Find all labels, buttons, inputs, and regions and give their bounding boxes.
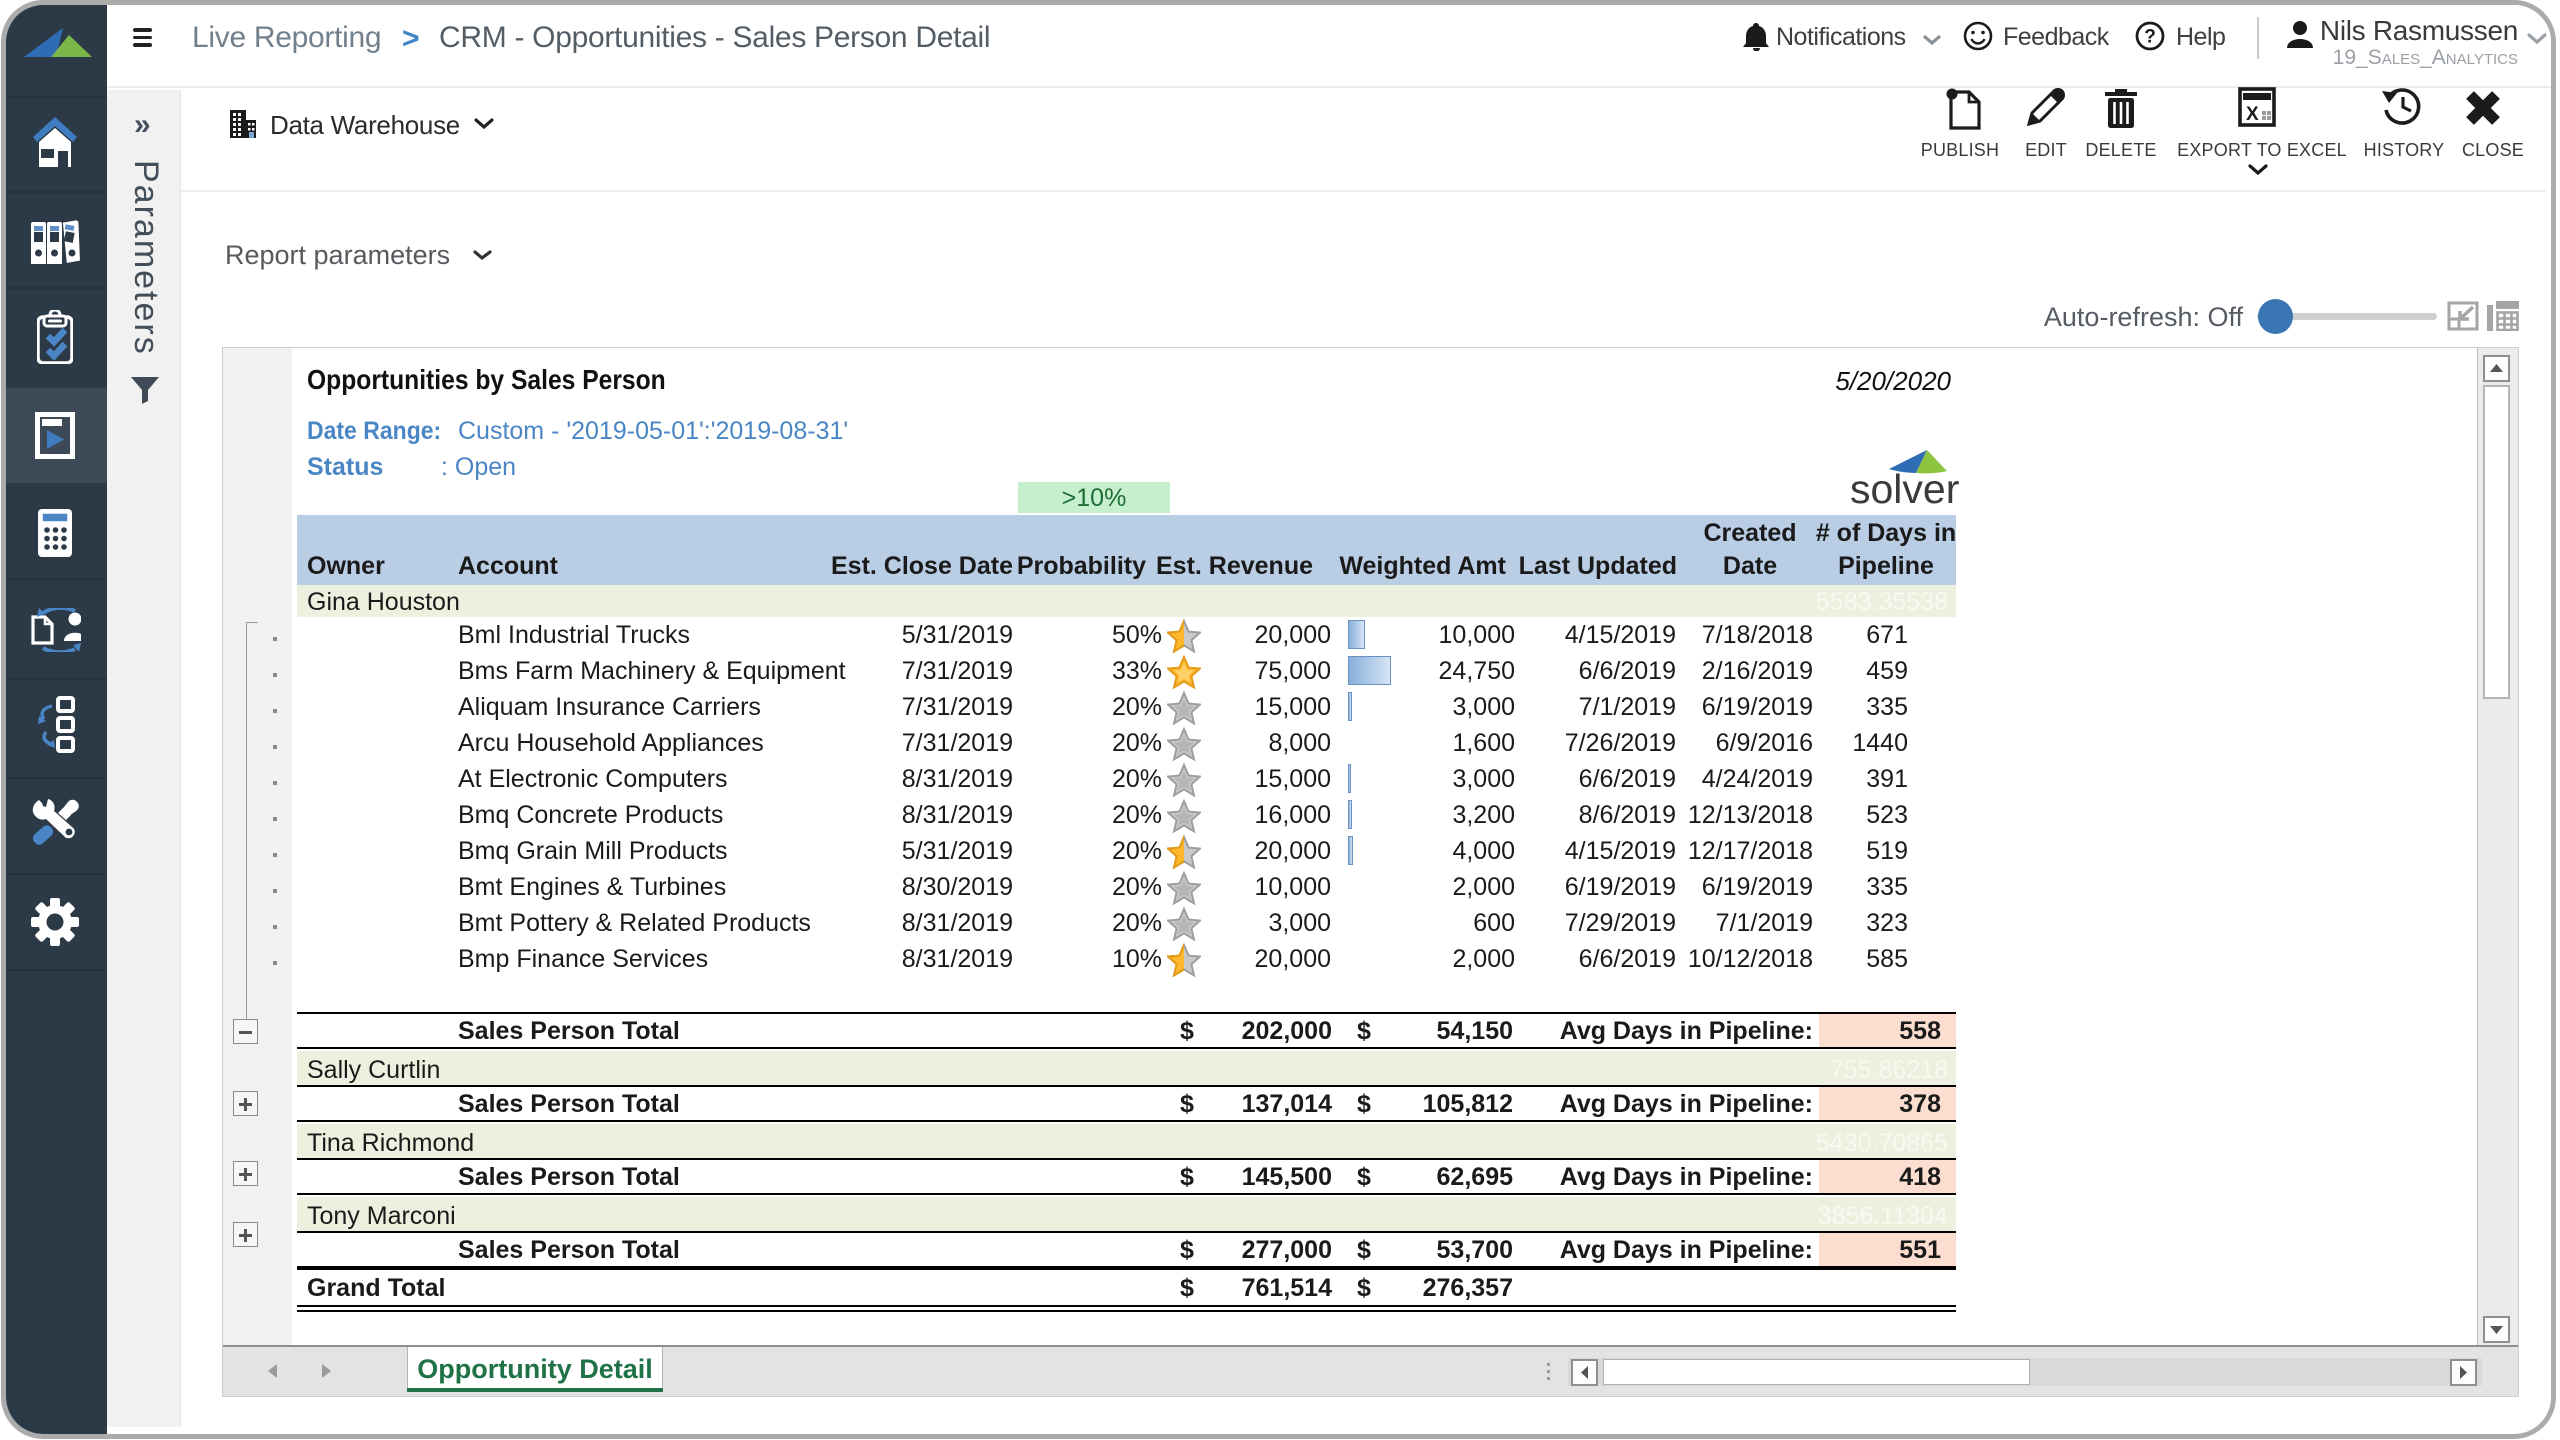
svg-text:solver: solver <box>1850 466 1959 506</box>
svg-text:X: X <box>2246 104 2259 125</box>
svg-text:?: ? <box>2144 27 2156 48</box>
